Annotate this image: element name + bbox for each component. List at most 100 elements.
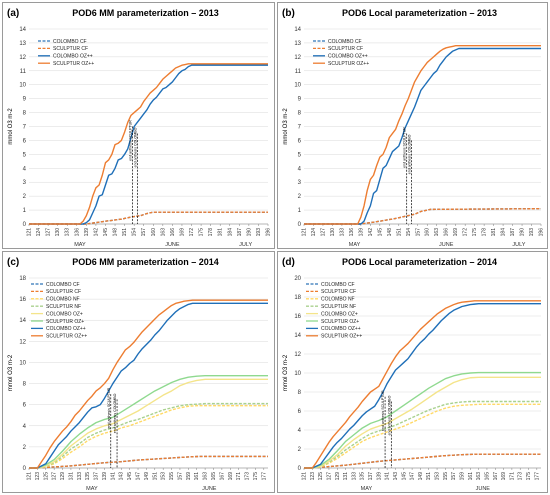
y-tick-label: 0: [298, 466, 302, 472]
anthesis-label: end anthesis SCULPTUR: [107, 387, 111, 428]
panel-label: (c): [7, 257, 19, 268]
month-label: JUNE: [202, 486, 217, 492]
series-colombo-cf: [304, 207, 542, 225]
y-tick-label: 4: [298, 166, 302, 172]
legend-label: SCULPTUR CF: [46, 289, 81, 295]
y-axis-label: mmol O3 m-2: [283, 354, 289, 391]
chart-svg: (c) POD6 MM parameterization – 2014 0 2 4 6 8 1…: [7, 257, 268, 492]
x-tick-label: 129: [335, 472, 341, 481]
series-colombo-ozpp: [304, 47, 541, 225]
legend-label: SCULPTUR OZ++: [321, 334, 362, 340]
x-tick-label: 127: [52, 472, 58, 481]
series-colombo-cf: [29, 455, 268, 469]
y-axis-label: mmol O3 m-2: [8, 354, 14, 391]
series-sculptur-nf: [304, 400, 541, 469]
x-tick-label: 157: [141, 228, 147, 237]
x-tick-label: 143: [119, 472, 125, 481]
x-tick-label: 135: [85, 472, 91, 481]
y-tick-label: 6: [298, 409, 302, 415]
y-tick-label: 14: [294, 27, 301, 33]
x-tick-label: 139: [102, 472, 108, 481]
legend-label: SCULPTUR CF: [53, 46, 88, 52]
legend-label: COLOMBO CF: [46, 282, 80, 288]
chart-svg: (a) POD6 MM parameterization – 2013012345…: [7, 8, 272, 248]
anthesis-label: end anthesis SCULPTUR: [129, 120, 133, 161]
x-tick-label: 177: [534, 472, 540, 481]
x-tick-label: 123: [35, 472, 41, 481]
panel-label: (d): [282, 257, 295, 268]
y-tick-label: 10: [294, 371, 301, 377]
x-tick-label: 157: [415, 228, 421, 237]
month-label: MAY: [74, 242, 86, 248]
legend-label: COLOMBO CF: [321, 282, 355, 288]
legend-label: COLOMBO OZ++: [321, 326, 361, 332]
x-tick-label: 136: [74, 228, 80, 237]
y-axis-label: mmol O3 m-2: [8, 108, 14, 145]
x-tick-label: 157: [177, 472, 183, 481]
x-tick-label: 137: [368, 472, 374, 481]
x-tick-label: 173: [518, 472, 524, 481]
chart-svg: (d) POD6 Local parameterization – 2014 0 2 4…: [282, 257, 541, 492]
x-tick-label: 172: [189, 228, 195, 237]
panel-label: (a): [7, 8, 19, 19]
legend-label: COLOMBO OZ++: [328, 54, 368, 60]
x-tick-label: 137: [94, 472, 100, 481]
y-tick-label: 0: [298, 222, 302, 228]
y-tick-label: 3: [298, 180, 302, 186]
x-tick-label: 154: [406, 228, 412, 237]
x-tick-label: 151: [152, 472, 158, 481]
x-tick-label: 160: [425, 228, 431, 237]
x-tick-label: 178: [482, 228, 488, 237]
chart-title: POD6 Local parameterization – 2013: [342, 8, 497, 18]
chart-title: POD6 MM parameterization – 2013: [72, 8, 219, 18]
series-colombo-ozp: [29, 378, 268, 469]
y-tick-label: 12: [19, 55, 26, 61]
x-tick-label: 142: [368, 228, 374, 237]
x-tick-label: 141: [385, 472, 391, 481]
x-tick-label: 166: [444, 228, 450, 237]
x-tick-label: 151: [122, 228, 128, 237]
x-tick-label: 190: [246, 228, 252, 237]
x-tick-label: 172: [463, 228, 469, 237]
x-tick-label: 154: [132, 228, 138, 237]
anthesis-label: end anthesis SCULPTUR: [381, 390, 385, 431]
x-tick-label: 121: [302, 472, 308, 481]
x-tick-label: 175: [472, 228, 478, 237]
series-sculptur-ozpp: [29, 299, 268, 469]
x-tick-label: 173: [245, 472, 251, 481]
x-tick-label: 131: [68, 472, 74, 481]
legend-label: COLOMBO NF: [46, 297, 80, 303]
x-tick-label: 161: [468, 472, 474, 481]
y-tick-label: 18: [19, 276, 26, 282]
legend-label: SCULPTUR OZ+: [46, 319, 84, 325]
y-tick-label: 13: [294, 41, 301, 47]
x-tick-label: 127: [326, 472, 332, 481]
x-tick-label: 127: [46, 228, 52, 237]
x-tick-label: 187: [510, 228, 516, 237]
x-tick-label: 148: [113, 228, 119, 237]
series-sculptur-cf: [29, 455, 268, 469]
x-tick-label: 163: [160, 228, 166, 237]
x-tick-label: 184: [501, 228, 507, 237]
anthesis-label: end anthesis COLOMBO: [407, 134, 411, 174]
x-tick-label: 129: [60, 472, 66, 481]
x-tick-label: 159: [460, 472, 466, 481]
chart-svg: (b) POD6 Local parameterization – 2013012…: [282, 8, 545, 248]
x-tick-label: 175: [253, 472, 259, 481]
x-tick-label: 167: [493, 472, 499, 481]
y-tick-label: 10: [19, 83, 26, 89]
month-label: JUNE: [476, 486, 491, 492]
x-tick-label: 157: [451, 472, 457, 481]
legend-label: COLOMBO NF: [321, 297, 355, 303]
y-tick-label: 8: [298, 111, 302, 117]
y-tick-label: 0: [23, 222, 27, 228]
y-tick-label: 9: [298, 97, 302, 103]
x-tick-label: 145: [401, 472, 407, 481]
legend-label: SCULPTUR NF: [46, 304, 81, 310]
x-tick-label: 125: [318, 472, 324, 481]
y-tick-label: 1: [298, 208, 302, 214]
x-tick-label: 159: [186, 472, 192, 481]
legend-label: COLOMBO OZ++: [53, 54, 93, 60]
month-label: MAY: [361, 486, 373, 492]
